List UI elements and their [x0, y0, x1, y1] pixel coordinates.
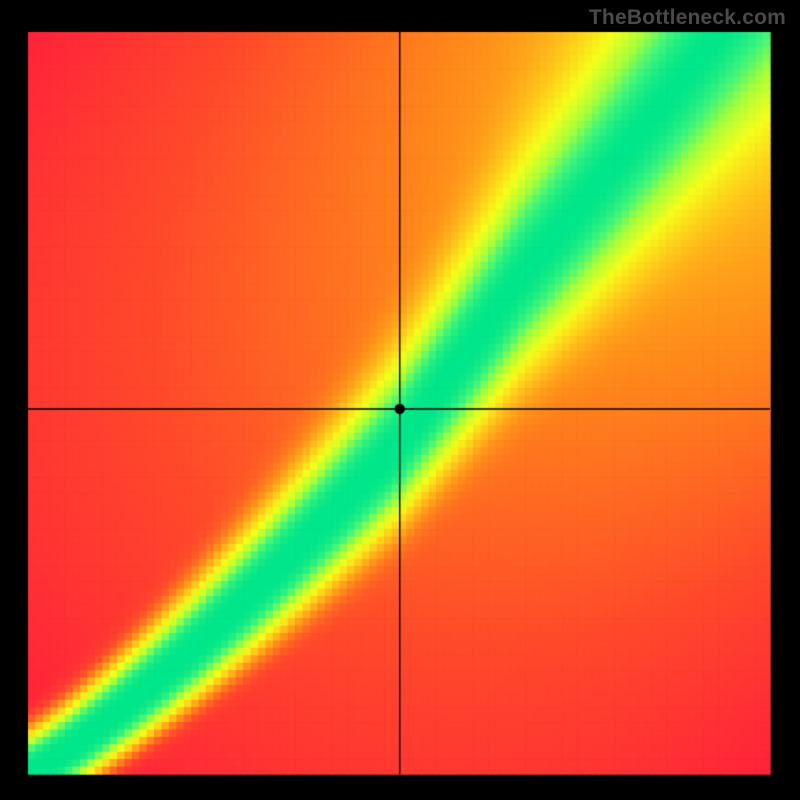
- bottleneck-heatmap: [0, 0, 800, 800]
- chart-container: TheBottleneck.com: [0, 0, 800, 800]
- watermark-text: TheBottleneck.com: [589, 6, 786, 30]
